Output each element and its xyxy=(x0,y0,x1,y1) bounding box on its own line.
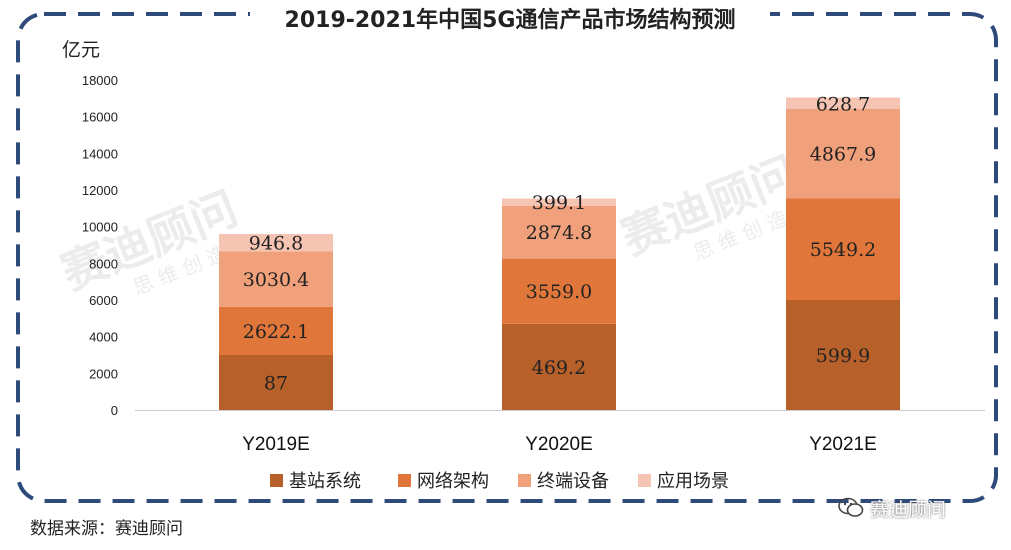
wechat-badge: 赛迪顾问 xyxy=(838,494,946,522)
bar-segment xyxy=(502,323,616,410)
bar-segment xyxy=(219,234,333,252)
y-tick-label: 10000 xyxy=(82,220,118,235)
data-label: 2622.1 xyxy=(243,321,309,343)
bar-segment xyxy=(502,258,616,324)
bar-segment xyxy=(219,355,333,410)
legend-label: 终端设备 xyxy=(537,471,609,492)
data-label: 87 xyxy=(264,373,288,395)
x-tick-label: Y2019E xyxy=(242,434,310,455)
y-axis: 0 2000 4000 6000 8000 10000 12000 14000 16000 180… xyxy=(82,73,118,418)
x-tick-label: Y2021E xyxy=(809,434,877,455)
data-label: 599.9 xyxy=(816,345,870,367)
data-label: 3030.4 xyxy=(243,269,309,291)
legend-swatch xyxy=(518,474,531,487)
y-tick-label: 4000 xyxy=(89,330,118,345)
data-label: 469.2 xyxy=(532,357,586,379)
legend: 基站系统 网络架构 终端设备 应用场景 xyxy=(270,471,729,492)
y-tick-label: 14000 xyxy=(82,146,118,161)
data-label: 2874.8 xyxy=(526,222,592,244)
y-tick-label: 16000 xyxy=(82,110,118,125)
x-tick-label: Y2020E xyxy=(525,434,593,455)
y-tick-label: 6000 xyxy=(89,293,118,308)
data-label: 3559.0 xyxy=(526,281,592,303)
bar-segment xyxy=(502,198,616,206)
y-axis-unit: 亿元 xyxy=(62,39,101,61)
bar-segment xyxy=(786,198,900,300)
data-label: 946.8 xyxy=(249,233,303,255)
bar-segment xyxy=(786,97,900,110)
y-tick-label: 2000 xyxy=(89,366,118,381)
legend-label: 基站系统 xyxy=(289,471,361,492)
wechat-icon xyxy=(838,497,864,517)
chart-title: 2019-2021年中国5G通信产品市场结构预测 xyxy=(250,4,770,38)
x-axis: Y2019E Y2020E Y2021E xyxy=(135,410,985,455)
legend-label: 网络架构 xyxy=(417,471,489,492)
y-tick-label: 18000 xyxy=(82,73,118,88)
legend-swatch xyxy=(638,474,651,487)
legend-swatch xyxy=(398,474,411,487)
data-label: 4867.9 xyxy=(810,144,876,166)
bar-segment xyxy=(786,109,900,199)
y-tick-label: 8000 xyxy=(89,256,118,271)
data-label: 399.1 xyxy=(532,192,586,214)
data-label: 628.7 xyxy=(816,93,870,115)
data-source: 数据来源：赛迪顾问 xyxy=(30,519,183,539)
legend-swatch xyxy=(270,474,283,487)
wechat-label: 赛迪顾问 xyxy=(870,498,947,521)
bars: 87 2622.1 3030.4 946.8 469.2 3559.0 2874.8 399.… xyxy=(219,93,900,410)
bar-segment xyxy=(219,251,333,307)
y-tick-label: 0 xyxy=(111,403,118,418)
legend-label: 应用场景 xyxy=(657,471,729,492)
bar-segment xyxy=(502,205,616,259)
y-tick-label: 12000 xyxy=(82,183,118,198)
bar-segment xyxy=(219,306,333,355)
bar-segment xyxy=(786,300,900,410)
data-label: 5549.2 xyxy=(810,239,876,261)
